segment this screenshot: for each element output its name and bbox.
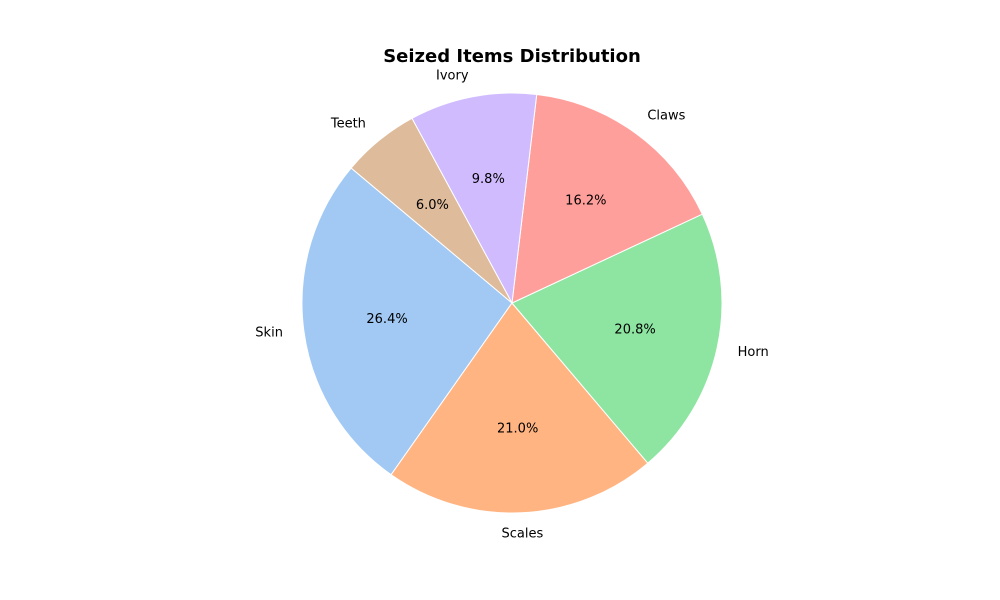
slices-layer bbox=[301, 92, 723, 514]
labels-layer: Skin 26.4% Scales 21.0% Horn 20.8% Claws 16.2% I… bbox=[255, 69, 768, 542]
slice-percent-skin: 26.4% bbox=[366, 312, 407, 327]
slice-label-horn: Horn bbox=[738, 345, 769, 360]
slice-percent-ivory: 9.8% bbox=[472, 172, 505, 187]
slice-label-ivory: Ivory bbox=[436, 69, 469, 84]
pie-slice-claws bbox=[511, 93, 703, 304]
pie-slice-scales bbox=[390, 302, 649, 514]
pie-slice-ivory bbox=[411, 92, 538, 305]
slice-label-skin: Skin bbox=[255, 325, 283, 340]
slice-label-claws: Claws bbox=[647, 108, 685, 123]
pie-slice-skin bbox=[301, 167, 513, 476]
slice-percent-scales: 21.0% bbox=[497, 421, 538, 436]
slice-percent-horn: 20.8% bbox=[614, 322, 655, 337]
slice-percent-teeth: 6.0% bbox=[416, 198, 449, 213]
pie-slice-horn bbox=[511, 213, 723, 464]
slice-label-scales: Scales bbox=[502, 526, 544, 541]
slice-label-teeth: Teeth bbox=[330, 117, 366, 132]
slice-percent-claws: 16.2% bbox=[565, 193, 606, 208]
pie-slice-teeth bbox=[350, 117, 513, 304]
chart-title: Seized Items Distribution bbox=[383, 46, 641, 67]
